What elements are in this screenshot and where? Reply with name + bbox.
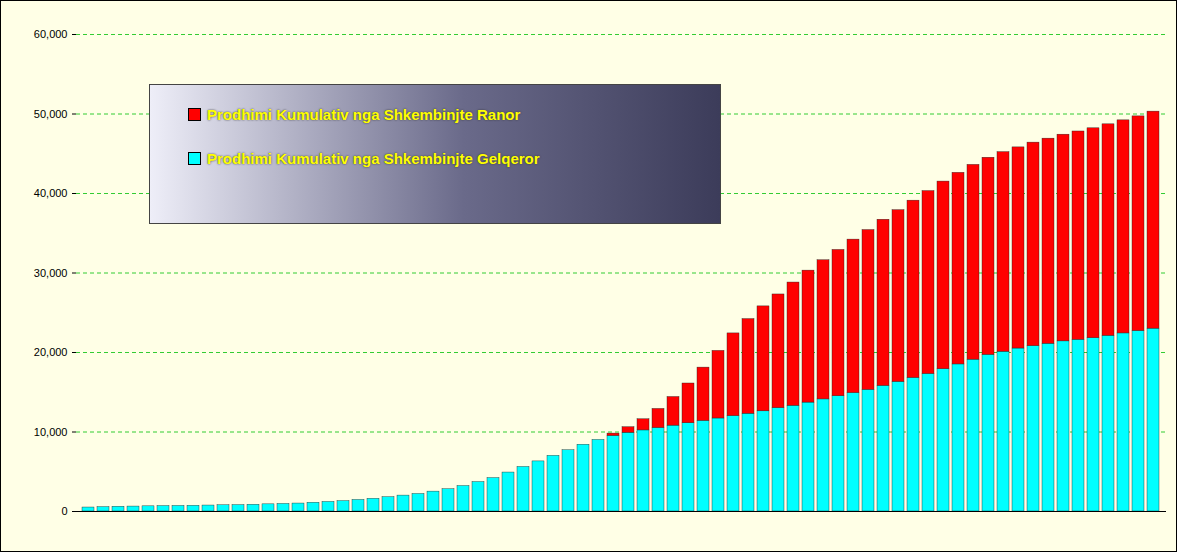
svg-text:50,000: 50,000 xyxy=(34,108,68,120)
svg-text:0: 0 xyxy=(61,505,67,517)
svg-text:40,000: 40,000 xyxy=(34,187,68,199)
svg-text:60,000: 60,000 xyxy=(34,28,68,40)
html-text:Prodhimi Kumulativ nga Shkembi: Prodhimi Kumulativ nga Shkembinjte Ranor xyxy=(207,105,521,123)
html-text:Prodhimi Kumulativ nga Shkembi: Prodhimi Kumulativ nga Shkembinjte Gelqe… xyxy=(207,149,540,167)
svg-text:30,000: 30,000 xyxy=(34,267,68,279)
svg-text:10,000: 10,000 xyxy=(34,426,68,438)
svg-text:20,000: 20,000 xyxy=(34,346,68,358)
